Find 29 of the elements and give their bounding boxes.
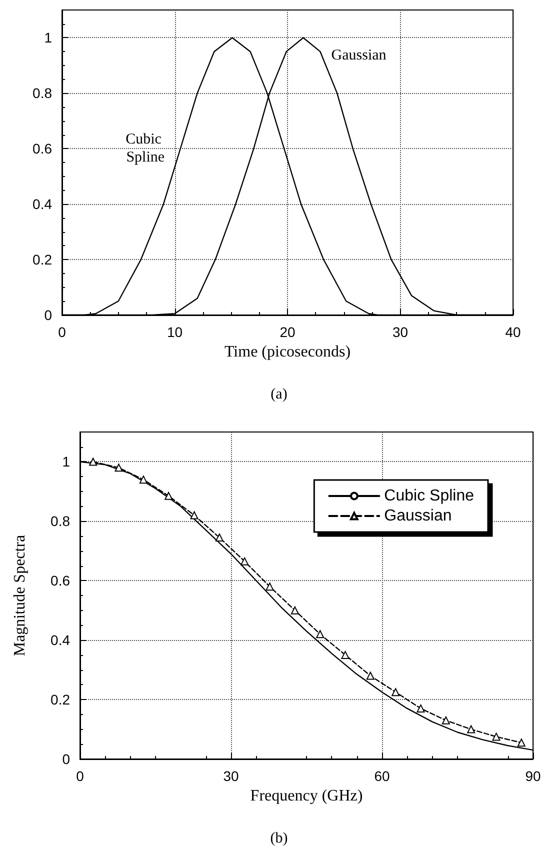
y-tick-label: 0.4 bbox=[32, 196, 52, 212]
y-tick-label: 0.6 bbox=[50, 572, 70, 589]
y-tick-label: 0.6 bbox=[32, 140, 52, 157]
text: (a) bbox=[270, 386, 288, 402]
y-tick-label: 0.8 bbox=[50, 513, 70, 530]
x-tick-label: 30 bbox=[392, 324, 408, 340]
y-tick-label: 1 bbox=[62, 454, 70, 470]
series-label: Cubic Spline bbox=[126, 132, 166, 166]
y-tick-label: 0.2 bbox=[50, 692, 70, 708]
y-tick-label: 0.2 bbox=[32, 252, 52, 268]
x-tick-label: 40 bbox=[505, 324, 521, 340]
y-axis-title: Magnitude Spectra bbox=[12, 534, 28, 656]
x-tick-label: 0 bbox=[76, 768, 84, 784]
x-tick-label: 60 bbox=[374, 768, 390, 784]
y-tick-label: 1 bbox=[44, 30, 52, 46]
x-tick-label: 90 bbox=[525, 768, 541, 784]
x-axis-title: Frequency (GHz) bbox=[250, 787, 363, 804]
legend-label: Cubic Spline bbox=[384, 488, 474, 504]
y-tick-label: 0.8 bbox=[32, 85, 52, 102]
y-tick-label: 0 bbox=[44, 307, 52, 323]
legend-label: Gaussian bbox=[384, 508, 452, 524]
x-tick-label: 10 bbox=[166, 324, 183, 340]
y-tick-label: 0.4 bbox=[50, 632, 70, 648]
y-tick-label: 0 bbox=[62, 751, 70, 767]
text: (b) bbox=[270, 830, 288, 846]
series-label: Gaussian bbox=[331, 48, 387, 64]
x-tick-label: 20 bbox=[280, 324, 296, 340]
x-axis-title: Time (picoseconds) bbox=[224, 343, 351, 360]
x-tick-label: 30 bbox=[223, 768, 239, 784]
